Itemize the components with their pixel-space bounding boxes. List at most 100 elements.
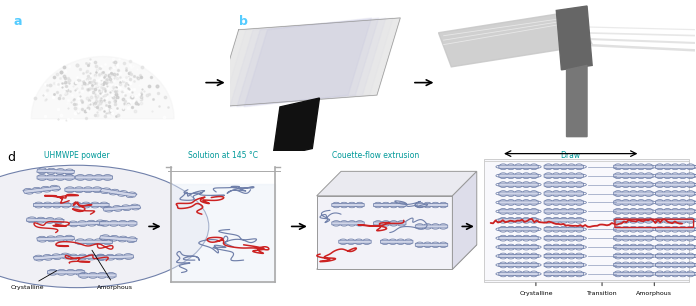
FancyBboxPatch shape: [614, 192, 653, 195]
FancyBboxPatch shape: [544, 272, 583, 275]
Polygon shape: [230, 18, 386, 107]
FancyBboxPatch shape: [656, 254, 695, 258]
Polygon shape: [567, 65, 587, 136]
FancyBboxPatch shape: [544, 174, 583, 177]
Ellipse shape: [0, 165, 209, 288]
Polygon shape: [237, 18, 379, 107]
Polygon shape: [31, 57, 174, 119]
FancyBboxPatch shape: [614, 254, 653, 258]
FancyBboxPatch shape: [544, 219, 583, 222]
FancyBboxPatch shape: [75, 240, 113, 243]
FancyBboxPatch shape: [544, 165, 583, 168]
FancyBboxPatch shape: [339, 240, 371, 243]
FancyBboxPatch shape: [656, 228, 695, 231]
FancyBboxPatch shape: [544, 192, 583, 195]
FancyBboxPatch shape: [656, 183, 695, 186]
FancyBboxPatch shape: [100, 236, 137, 242]
FancyBboxPatch shape: [332, 222, 364, 225]
Polygon shape: [556, 6, 592, 70]
Text: c: c: [449, 15, 456, 28]
Text: Crystalline: Crystalline: [519, 283, 553, 296]
FancyBboxPatch shape: [614, 219, 653, 222]
FancyBboxPatch shape: [544, 237, 583, 240]
FancyBboxPatch shape: [47, 271, 85, 274]
FancyBboxPatch shape: [656, 237, 695, 240]
FancyBboxPatch shape: [614, 165, 653, 168]
Polygon shape: [273, 98, 319, 157]
Polygon shape: [244, 18, 372, 107]
FancyBboxPatch shape: [544, 263, 583, 267]
Polygon shape: [31, 57, 174, 119]
FancyBboxPatch shape: [544, 183, 583, 186]
FancyBboxPatch shape: [499, 228, 538, 231]
Polygon shape: [438, 10, 592, 67]
FancyBboxPatch shape: [33, 203, 71, 207]
FancyBboxPatch shape: [499, 254, 538, 258]
FancyBboxPatch shape: [656, 174, 695, 177]
FancyBboxPatch shape: [499, 245, 538, 249]
FancyBboxPatch shape: [37, 169, 74, 174]
FancyBboxPatch shape: [544, 210, 583, 213]
FancyBboxPatch shape: [656, 219, 695, 222]
FancyBboxPatch shape: [614, 210, 653, 213]
Text: Amorphous: Amorphous: [92, 250, 134, 290]
FancyBboxPatch shape: [544, 228, 583, 231]
FancyBboxPatch shape: [374, 222, 406, 225]
FancyBboxPatch shape: [614, 263, 653, 267]
FancyBboxPatch shape: [499, 192, 538, 195]
FancyBboxPatch shape: [614, 237, 653, 240]
FancyBboxPatch shape: [96, 255, 134, 259]
Text: 1 cm: 1 cm: [457, 144, 472, 150]
FancyBboxPatch shape: [37, 176, 74, 179]
FancyBboxPatch shape: [33, 254, 71, 260]
Text: d: d: [7, 151, 15, 164]
Text: 1 cm: 1 cm: [359, 143, 374, 148]
FancyBboxPatch shape: [656, 201, 695, 204]
FancyBboxPatch shape: [656, 210, 695, 213]
FancyBboxPatch shape: [656, 165, 695, 168]
FancyBboxPatch shape: [656, 245, 695, 249]
Text: Amorphous: Amorphous: [636, 283, 672, 296]
FancyBboxPatch shape: [614, 272, 653, 275]
Text: UHMWPE powder: UHMWPE powder: [44, 151, 109, 160]
FancyBboxPatch shape: [416, 243, 448, 246]
Polygon shape: [317, 196, 452, 269]
Text: Transition: Transition: [587, 283, 617, 296]
FancyBboxPatch shape: [544, 245, 583, 249]
FancyBboxPatch shape: [416, 203, 448, 207]
FancyBboxPatch shape: [544, 201, 583, 204]
FancyBboxPatch shape: [484, 159, 689, 282]
FancyBboxPatch shape: [499, 201, 538, 204]
FancyBboxPatch shape: [103, 205, 141, 211]
FancyBboxPatch shape: [499, 174, 538, 177]
Polygon shape: [317, 245, 477, 269]
FancyBboxPatch shape: [656, 263, 695, 267]
FancyBboxPatch shape: [381, 240, 413, 243]
Text: Solution at 145 °C: Solution at 145 °C: [188, 151, 258, 160]
Polygon shape: [215, 18, 400, 107]
Polygon shape: [317, 171, 477, 196]
FancyBboxPatch shape: [614, 228, 653, 231]
FancyBboxPatch shape: [37, 236, 74, 241]
FancyBboxPatch shape: [23, 186, 61, 193]
FancyBboxPatch shape: [499, 210, 538, 213]
FancyBboxPatch shape: [374, 203, 406, 207]
Text: Couette-flow extrusion: Couette-flow extrusion: [332, 151, 420, 160]
FancyBboxPatch shape: [499, 263, 538, 267]
FancyBboxPatch shape: [26, 218, 64, 223]
FancyBboxPatch shape: [68, 256, 106, 259]
FancyBboxPatch shape: [614, 201, 653, 204]
Text: Draw: Draw: [561, 151, 580, 160]
FancyBboxPatch shape: [614, 174, 653, 177]
FancyBboxPatch shape: [499, 165, 538, 168]
FancyBboxPatch shape: [100, 222, 137, 225]
FancyBboxPatch shape: [656, 192, 695, 195]
Text: Crystalline: Crystalline: [10, 271, 57, 290]
FancyBboxPatch shape: [332, 203, 364, 207]
Polygon shape: [452, 171, 477, 269]
Text: b: b: [239, 15, 248, 28]
FancyBboxPatch shape: [499, 219, 538, 222]
FancyBboxPatch shape: [614, 245, 653, 249]
FancyBboxPatch shape: [72, 203, 109, 207]
FancyBboxPatch shape: [499, 272, 538, 275]
